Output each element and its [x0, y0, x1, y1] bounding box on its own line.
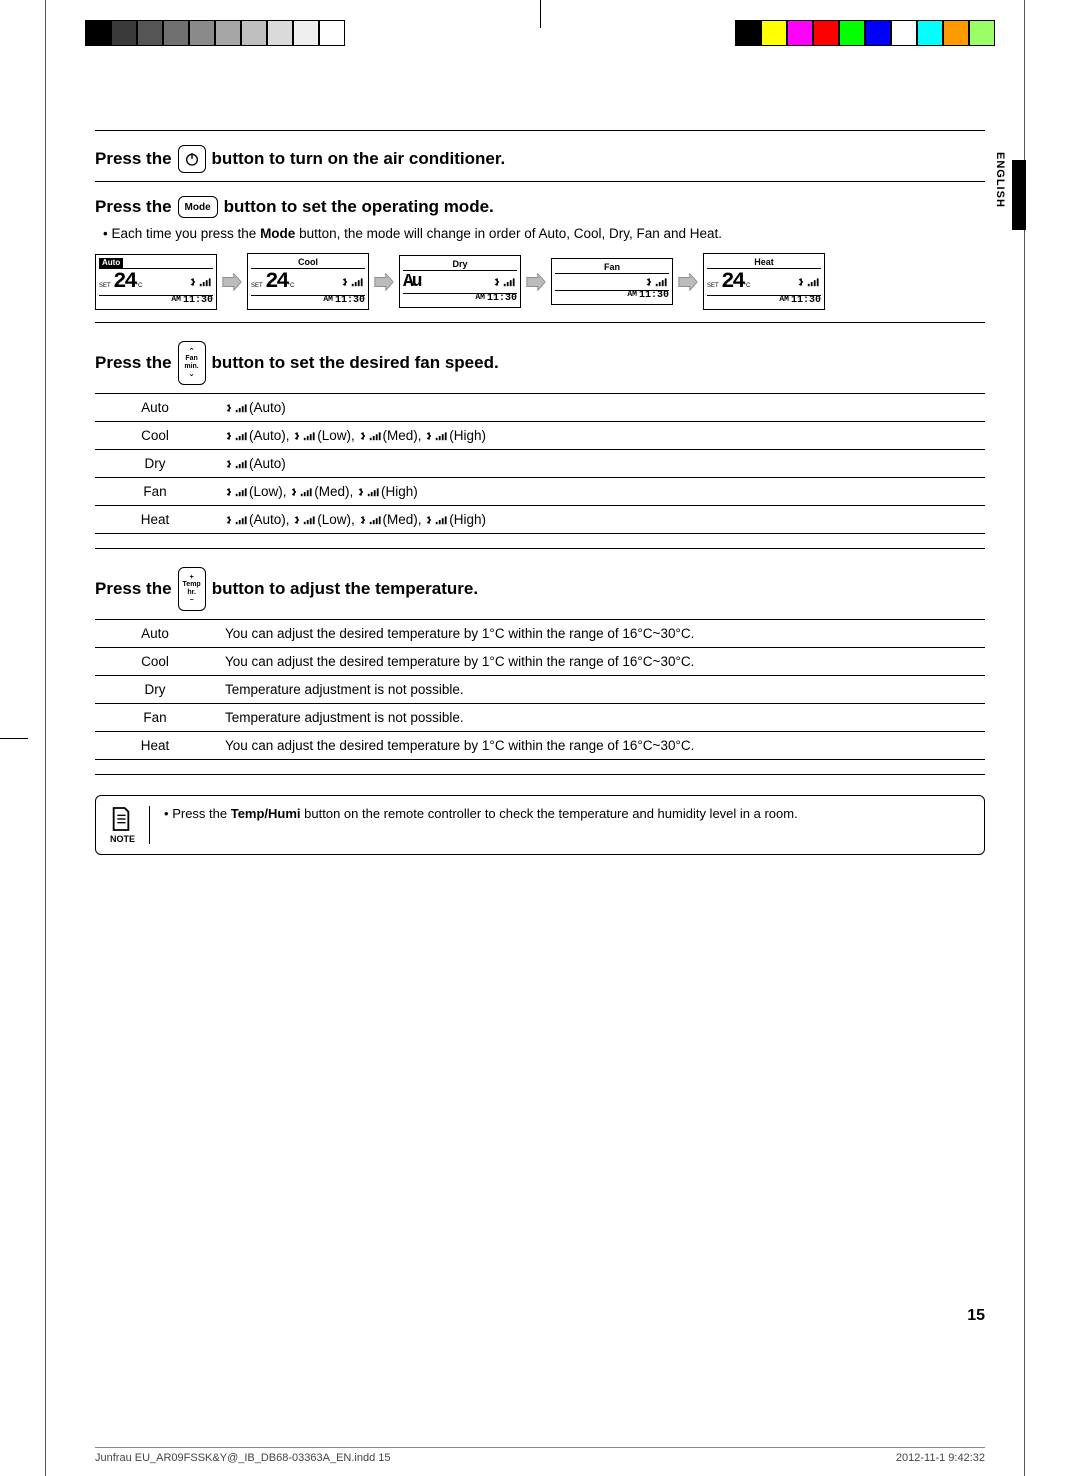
text: Fan	[185, 355, 197, 363]
text: Each time you press the	[111, 226, 260, 241]
table-desc-cell: You can adjust the desired temperature b…	[215, 648, 985, 676]
footer-date: 2012-11-1 9:42:32	[896, 1452, 985, 1464]
text: Press the	[95, 149, 172, 169]
table-desc-cell: You can adjust the desired temperature b…	[215, 732, 985, 760]
mode-box-dry: DryAuAM11:30	[399, 255, 521, 308]
temperature-table: AutoYou can adjust the desired temperatu…	[95, 619, 985, 760]
fan-speed-table: Auto(Auto)Cool(Auto), (Low), (Med), (Hig…	[95, 393, 985, 534]
page-content: Press the button to turn on the air cond…	[95, 70, 985, 855]
text: Press the	[95, 197, 172, 217]
table-mode-cell: Auto	[95, 394, 215, 422]
table-mode-cell: Heat	[95, 732, 215, 760]
section-temperature: Press the + Temp hr. − button to adjust …	[95, 567, 985, 611]
text: Press the	[95, 353, 172, 373]
power-button-icon	[178, 145, 206, 173]
table-desc-cell: Temperature adjustment is not possible.	[215, 676, 985, 704]
arrow-icon	[677, 273, 699, 291]
footer-file: Junfrau EU_AR09FSSK&Y@_IB_DB68-03363A_EN…	[95, 1452, 391, 1464]
text: button to set the desired fan speed.	[212, 353, 499, 373]
table-desc-cell: (Auto), (Low), (Med), (High)	[215, 422, 985, 450]
text: min.	[184, 363, 198, 371]
text: Temp	[183, 581, 201, 589]
plus-icon: +	[190, 574, 194, 582]
text: button to set the operating mode.	[224, 197, 494, 217]
page-number: 15	[967, 1307, 985, 1325]
mode-bullet: Each time you press the Mode button, the…	[103, 226, 985, 241]
table-mode-cell: Cool	[95, 648, 215, 676]
mode-box-fan: FanAM11:30	[551, 258, 673, 305]
table-desc-cell: (Auto)	[215, 394, 985, 422]
text-bold: Temp/Humi	[231, 806, 301, 821]
temp-button-icon: + Temp hr. −	[178, 567, 206, 611]
table-mode-cell: Heat	[95, 506, 215, 534]
chevron-down-icon: ⌄	[189, 371, 195, 379]
table-mode-cell: Dry	[95, 676, 215, 704]
colorbar-color	[735, 20, 995, 46]
text: button to adjust the temperature.	[212, 579, 478, 599]
text: button to turn on the air conditioner.	[212, 149, 506, 169]
table-mode-cell: Fan	[95, 704, 215, 732]
table-mode-cell: Auto	[95, 620, 215, 648]
note-label: NOTE	[110, 834, 135, 844]
note-box: NOTE • Press the Temp/Humi button on the…	[95, 795, 985, 855]
table-desc-cell: Temperature adjustment is not possible.	[215, 704, 985, 732]
table-desc-cell: (Low), (Med), (High)	[215, 478, 985, 506]
section-power-on: Press the button to turn on the air cond…	[95, 145, 985, 173]
modes-diagram: AutoSET 24°CAM11:30 CoolSET 24°CAM11:30 Dr…	[95, 253, 985, 310]
text-bold: Mode	[260, 226, 295, 241]
text: button, the mode will change in order of…	[295, 226, 722, 241]
section-mode: Press the Mode button to set the operati…	[95, 196, 985, 218]
table-desc-cell: (Auto)	[215, 450, 985, 478]
arrow-icon	[373, 273, 395, 291]
mode-box-cool: CoolSET 24°CAM11:30	[247, 253, 369, 310]
language-tab: ENGLISH	[1012, 160, 1026, 230]
colorbar-gray	[85, 20, 345, 46]
table-desc-cell: (Auto), (Low), (Med), (High)	[215, 506, 985, 534]
fan-button-icon: ⌃ Fan min. ⌄	[178, 341, 206, 385]
table-desc-cell: You can adjust the desired temperature b…	[215, 620, 985, 648]
minus-icon: −	[190, 597, 194, 605]
text: Press the	[95, 579, 172, 599]
text: hr.	[187, 589, 196, 597]
note-icon: NOTE	[110, 806, 135, 844]
arrow-icon	[221, 273, 243, 291]
chevron-up-icon: ⌃	[189, 348, 195, 356]
text: button on the remote controller to check…	[301, 806, 798, 821]
table-mode-cell: Dry	[95, 450, 215, 478]
text: Press the	[172, 806, 231, 821]
mode-box-heat: HeatSET 24°CAM11:30	[703, 253, 825, 310]
footer: Junfrau EU_AR09FSSK&Y@_IB_DB68-03363A_EN…	[95, 1447, 985, 1464]
note-text: • Press the Temp/Humi button on the remo…	[164, 806, 798, 821]
section-fan-speed: Press the ⌃ Fan min. ⌄ button to set the…	[95, 341, 985, 385]
language-label: ENGLISH	[994, 152, 1006, 208]
table-mode-cell: Fan	[95, 478, 215, 506]
table-mode-cell: Cool	[95, 422, 215, 450]
mode-button-icon: Mode	[178, 196, 218, 218]
mode-box-auto: AutoSET 24°CAM11:30	[95, 254, 217, 310]
arrow-icon	[525, 273, 547, 291]
